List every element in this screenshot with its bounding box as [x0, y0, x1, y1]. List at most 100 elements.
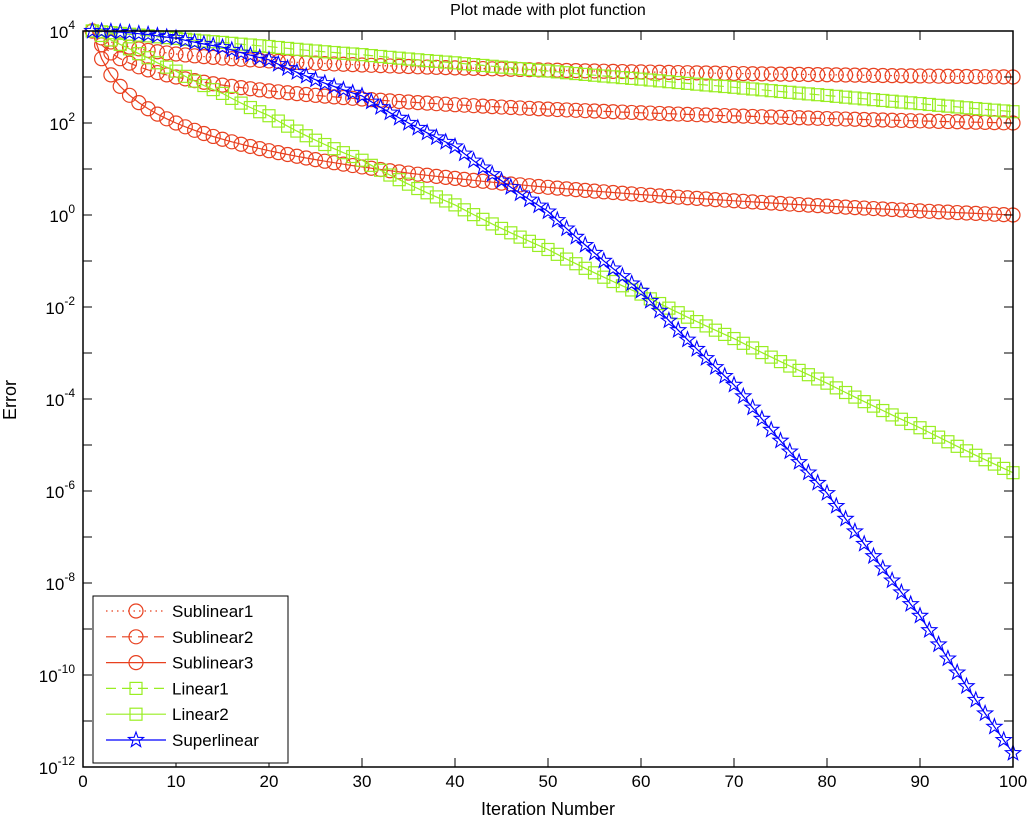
data-point: [159, 45, 175, 61]
data-point: [670, 106, 686, 122]
plot-area: [83, 21, 1023, 761]
y-tick-label: 102: [49, 110, 75, 134]
data-point: [910, 606, 930, 624]
legend-label: Sublinear2: [172, 628, 253, 647]
data-point: [224, 134, 240, 150]
data-point: [568, 182, 584, 198]
data-point: [735, 193, 751, 209]
data-point: [876, 93, 890, 108]
data-point: [875, 112, 891, 128]
data-point: [392, 173, 406, 187]
data-point: [772, 66, 789, 82]
data-point: [624, 104, 640, 121]
data-point: [222, 40, 241, 58]
data-point: [670, 64, 686, 81]
data-point: [885, 408, 899, 422]
data-point: [734, 386, 753, 405]
legend-box: [92, 595, 289, 764]
data-point: [261, 83, 277, 99]
data-point: [371, 97, 390, 115]
data-point: [707, 191, 724, 208]
data-point: [299, 129, 313, 143]
data-point: [364, 48, 378, 63]
data-point: [671, 306, 685, 320]
data-point: [269, 54, 288, 72]
data-point: [968, 205, 984, 221]
data-point: [969, 101, 983, 116]
series-line: [92, 30, 1014, 474]
y-tick-label: 10-2: [45, 294, 75, 318]
data-point: [373, 58, 389, 74]
data-point: [140, 62, 156, 78]
data-point: [280, 85, 296, 101]
x-tick-label: 80: [818, 772, 837, 791]
data-point: [931, 430, 946, 444]
data-point: [614, 63, 631, 80]
data-point: [270, 145, 286, 161]
legend: Sublinear1 Sublinear2 Sublinear3 Linear1 Lin…: [92, 595, 289, 764]
data-point: [903, 113, 919, 129]
data-point: [865, 112, 882, 128]
data-point: [884, 201, 900, 218]
data-point: [903, 202, 919, 219]
data-point: [903, 68, 919, 84]
data-point: [345, 90, 361, 106]
data-point: [475, 60, 491, 77]
data-point: [789, 452, 809, 470]
data-point: [445, 136, 465, 155]
series-sublinear2: [84, 23, 1021, 131]
data-point: [326, 155, 342, 171]
data-point: [985, 717, 1004, 735]
data-point: [548, 210, 567, 228]
data-point: [634, 287, 648, 301]
data-point: [772, 109, 789, 125]
data-point: [510, 183, 530, 202]
data-point: [400, 58, 417, 75]
data-point: [829, 381, 843, 395]
data-point: [966, 690, 985, 708]
data-point: [306, 70, 325, 88]
data-point: [278, 58, 297, 77]
data-point: [773, 84, 788, 99]
data-point: [318, 45, 332, 59]
data-point: [726, 193, 742, 209]
data-point: [558, 181, 575, 197]
data-point: [289, 86, 305, 102]
data-point: [427, 127, 446, 146]
data-point: [614, 104, 631, 120]
data-point: [259, 50, 279, 68]
data-point: [808, 473, 827, 491]
data-point: [380, 103, 400, 121]
x-tick-label: 50: [539, 772, 558, 791]
data-point: [847, 200, 863, 216]
data-point: [308, 133, 323, 147]
data-point: [659, 310, 679, 329]
data-point: [837, 67, 854, 83]
data-point: [763, 195, 779, 211]
data-point: [185, 32, 204, 51]
data-point: [696, 348, 716, 366]
data-point: [159, 111, 175, 127]
data-point: [225, 36, 239, 50]
data-point: [662, 75, 676, 89]
data-point: [456, 171, 472, 187]
data-point: [447, 97, 463, 113]
data-point: [501, 177, 520, 196]
legend-label: Linear2: [172, 705, 229, 724]
data-point: [448, 56, 462, 70]
data-point: [532, 63, 546, 77]
data-point: [411, 181, 425, 196]
data-point: [875, 67, 891, 84]
data-point: [679, 65, 696, 81]
data-point: [594, 251, 613, 269]
data-point: [958, 205, 975, 221]
data-point: [417, 123, 437, 141]
x-axis-label: Iteration Number: [481, 799, 615, 819]
y-axis-label: Error: [0, 380, 20, 420]
data-point: [606, 70, 620, 84]
data-point: [364, 158, 378, 172]
data-point: [838, 90, 853, 104]
data-point: [419, 95, 435, 111]
data-point: [949, 68, 965, 84]
x-tick-label: 40: [446, 772, 465, 791]
